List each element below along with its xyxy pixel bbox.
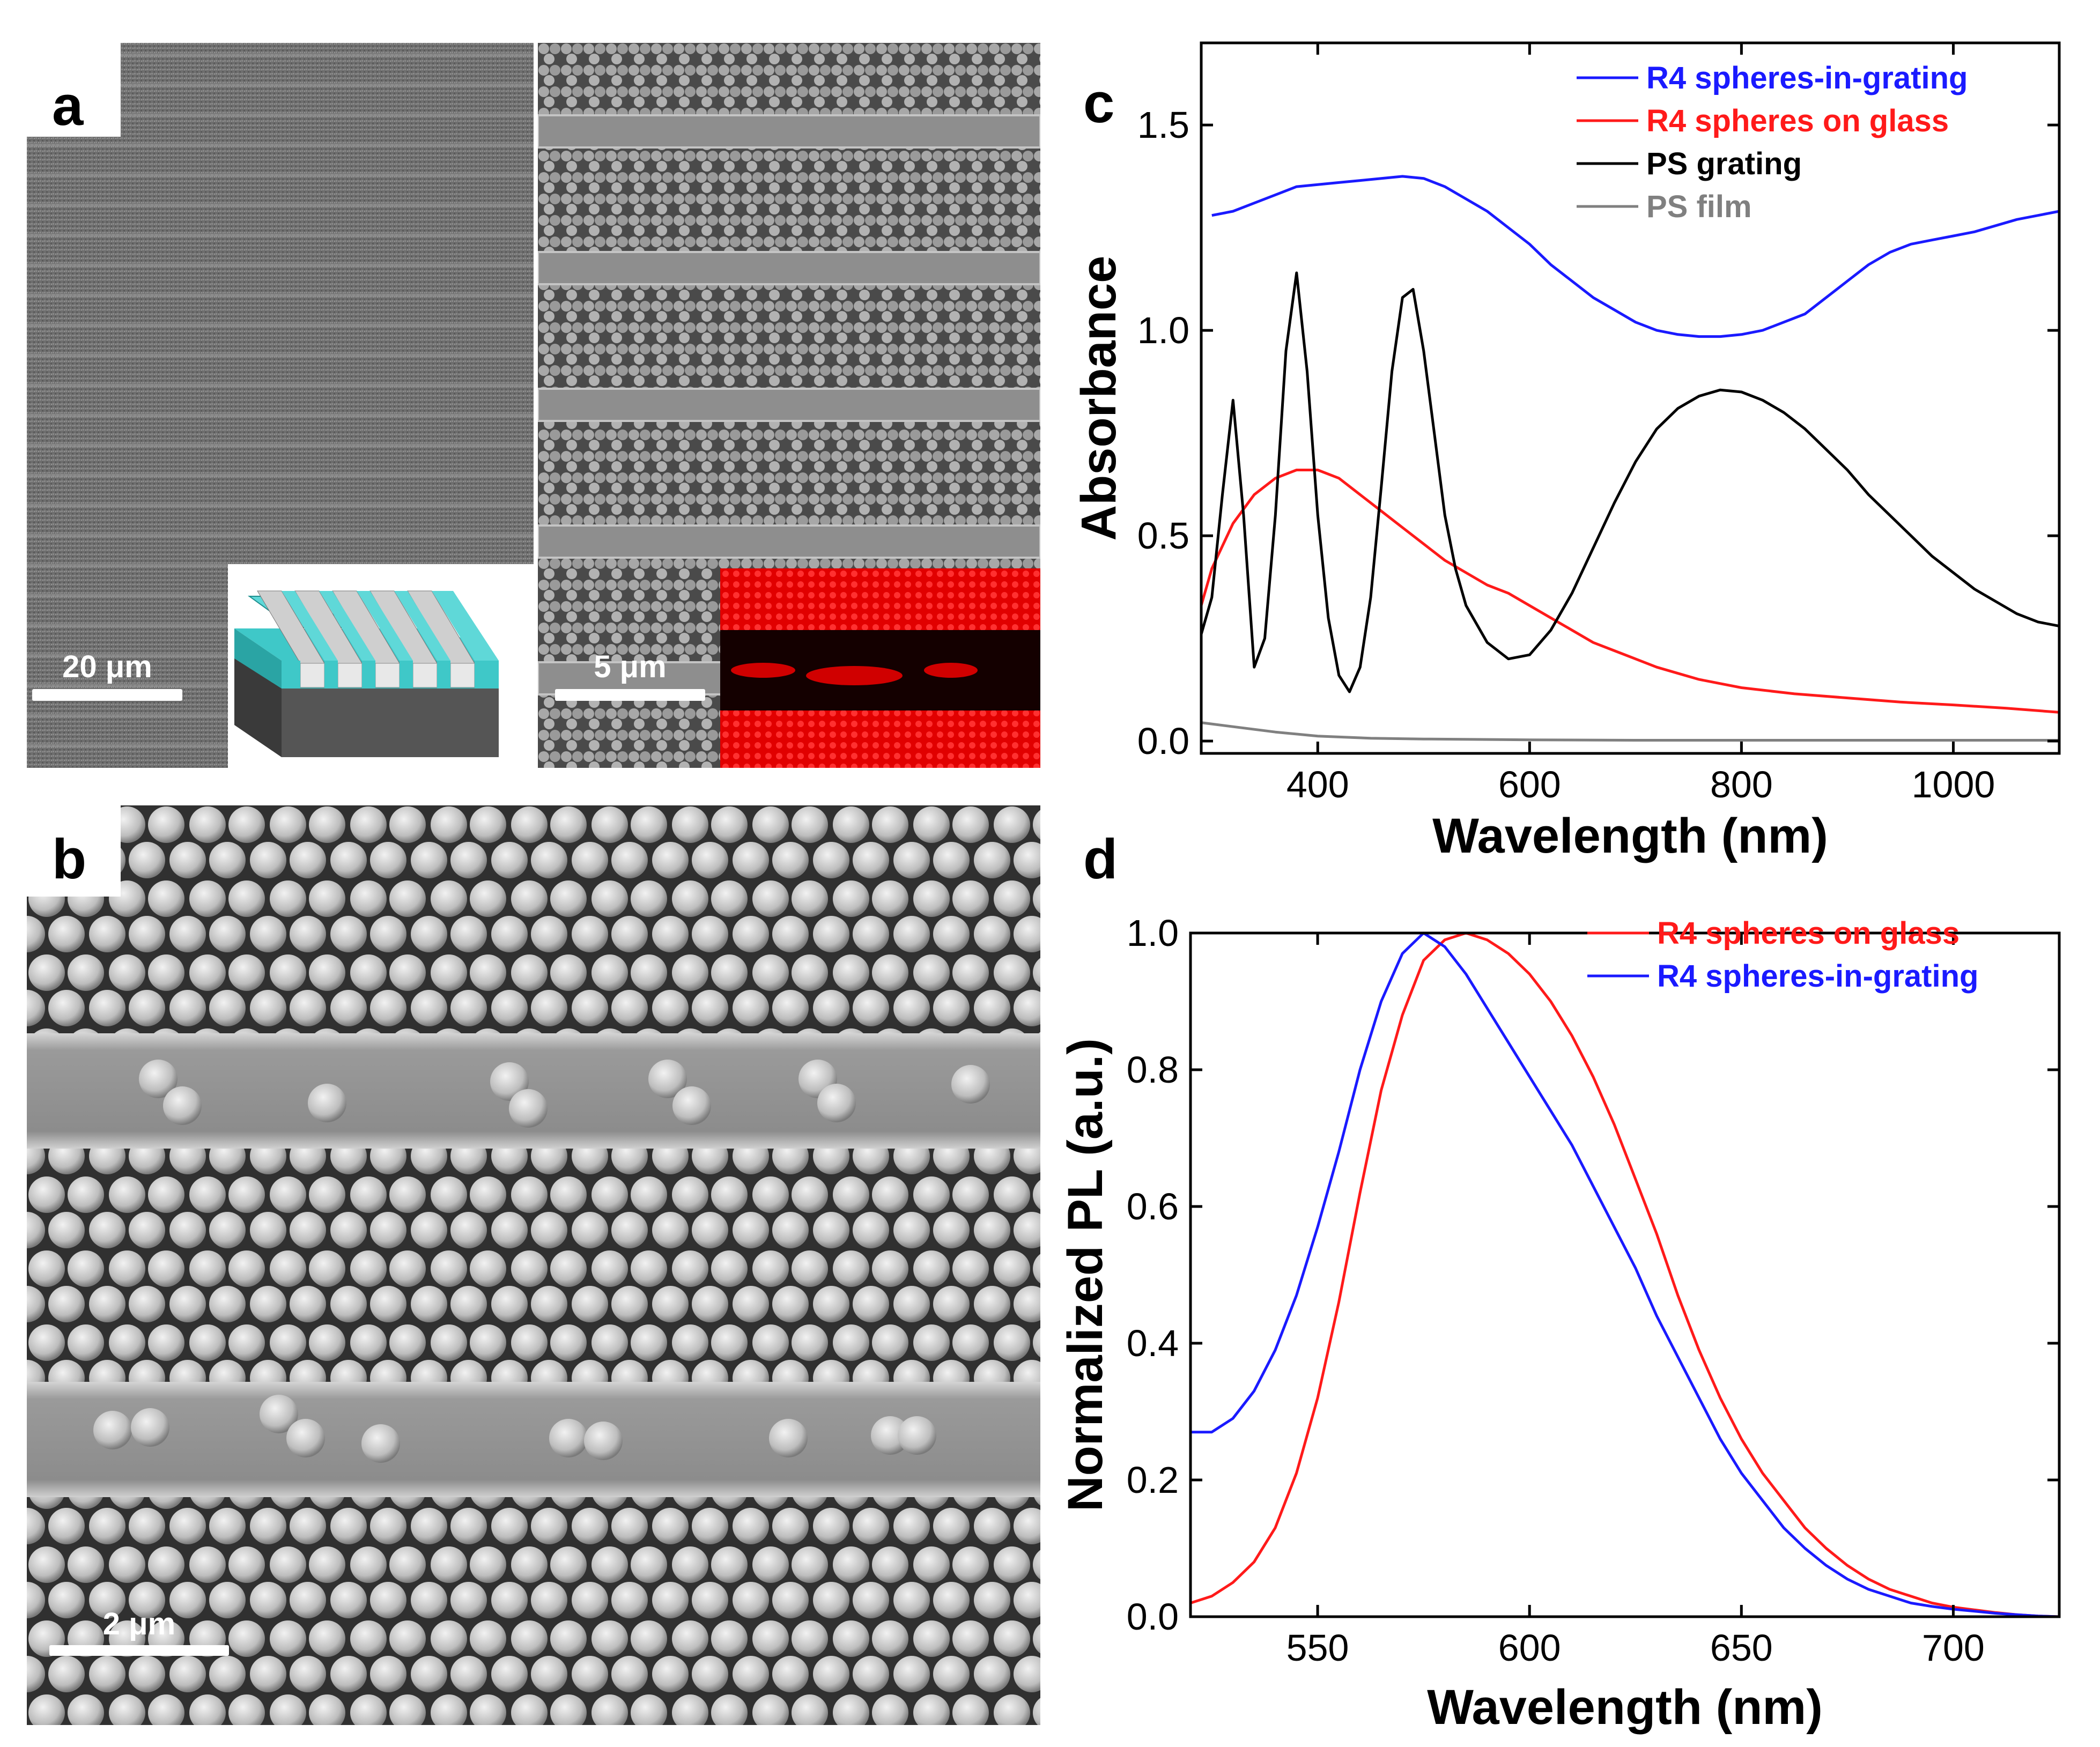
x-tick-label: 700: [1922, 1627, 1985, 1669]
sem-texture-b: [27, 805, 1040, 1725]
x-axis-label: Wavelength (nm): [1427, 1680, 1823, 1735]
sem-image-a-left: [27, 43, 534, 768]
scalebar-a-left: 20 μm: [32, 649, 182, 701]
legend-label: PS film: [1646, 189, 1752, 224]
series-line-1: [1200, 469, 2060, 714]
y-tick-label: 0.2: [1127, 1459, 1179, 1501]
scalebar-a-left-text: 20 μm: [62, 649, 152, 684]
y-axis-label: Absorbance: [1071, 256, 1126, 541]
fluorescence-map-icon: [720, 568, 1040, 768]
label-box-a: [0, 0, 121, 137]
y-tick-label: 0.5: [1137, 515, 1189, 557]
panel-label-d: d: [1083, 828, 1118, 891]
chart-c: 400 600 800 1000 0.0 0.5 1.0 1.5 Wavelength (nm)…: [1071, 41, 2061, 863]
x-tick-label: 600: [1498, 764, 1561, 805]
x-tick-label: 400: [1286, 764, 1349, 805]
series-line-2: [1200, 271, 2060, 693]
scalebar-a-right-text: 5 μm: [594, 649, 667, 684]
x-axis-label: Wavelength (nm): [1432, 809, 1828, 863]
y-tick-label: 1.0: [1137, 309, 1189, 351]
x-tick-label: 1000: [1912, 764, 1995, 805]
legend-label: R4 spheres-in-grating: [1646, 61, 1968, 95]
y-tick-label: 1.0: [1127, 912, 1179, 954]
series-line-0: [1211, 175, 2060, 338]
panel-label-c: c: [1083, 72, 1115, 135]
chart-d: 550 600 650 700 0.0 0.2 0.4 0.6 0.8 1.0 Wavelength…: [1058, 912, 2061, 1735]
grating-schematic-icon: [228, 564, 534, 768]
series-line-0: [1190, 931, 2060, 1618]
series-line-1: [1191, 931, 2060, 1618]
y-tick-label: 0.0: [1127, 1596, 1179, 1638]
y-axis-label: Normalized PL (a.u.): [1058, 1038, 1113, 1512]
y-tick-label: 0.6: [1127, 1186, 1179, 1227]
plot-frame: [1200, 41, 2061, 755]
scalebar-b: 2 μm: [49, 1606, 229, 1656]
plot-frame: [1189, 931, 2061, 1618]
legend-label: R4 spheres on glass: [1657, 916, 1959, 951]
series-line-3: [1201, 721, 2059, 742]
x-tick-label: 800: [1710, 764, 1773, 805]
panel-label-b: b: [52, 828, 87, 891]
legend-label: R4 spheres on glass: [1646, 103, 1949, 138]
sem-image-b: [27, 805, 1040, 1725]
y-tick-label: 0.4: [1127, 1322, 1179, 1364]
y-tick-label: 1.5: [1137, 104, 1189, 146]
legend-label: PS grating: [1646, 146, 1802, 181]
scalebar-b-text: 2 μm: [102, 1607, 176, 1641]
y-tick-label: 0.8: [1127, 1049, 1179, 1091]
x-tick-label: 650: [1710, 1627, 1773, 1669]
x-tick-label: 550: [1286, 1627, 1349, 1669]
legend-label: R4 spheres-in-grating: [1657, 959, 1978, 994]
label-box-b: [27, 805, 121, 897]
scalebar-a-right: 5 μm: [555, 649, 705, 701]
x-tick-label: 600: [1498, 1627, 1561, 1669]
y-tick-label: 0.0: [1137, 720, 1189, 762]
panel-label-a: a: [52, 75, 84, 137]
